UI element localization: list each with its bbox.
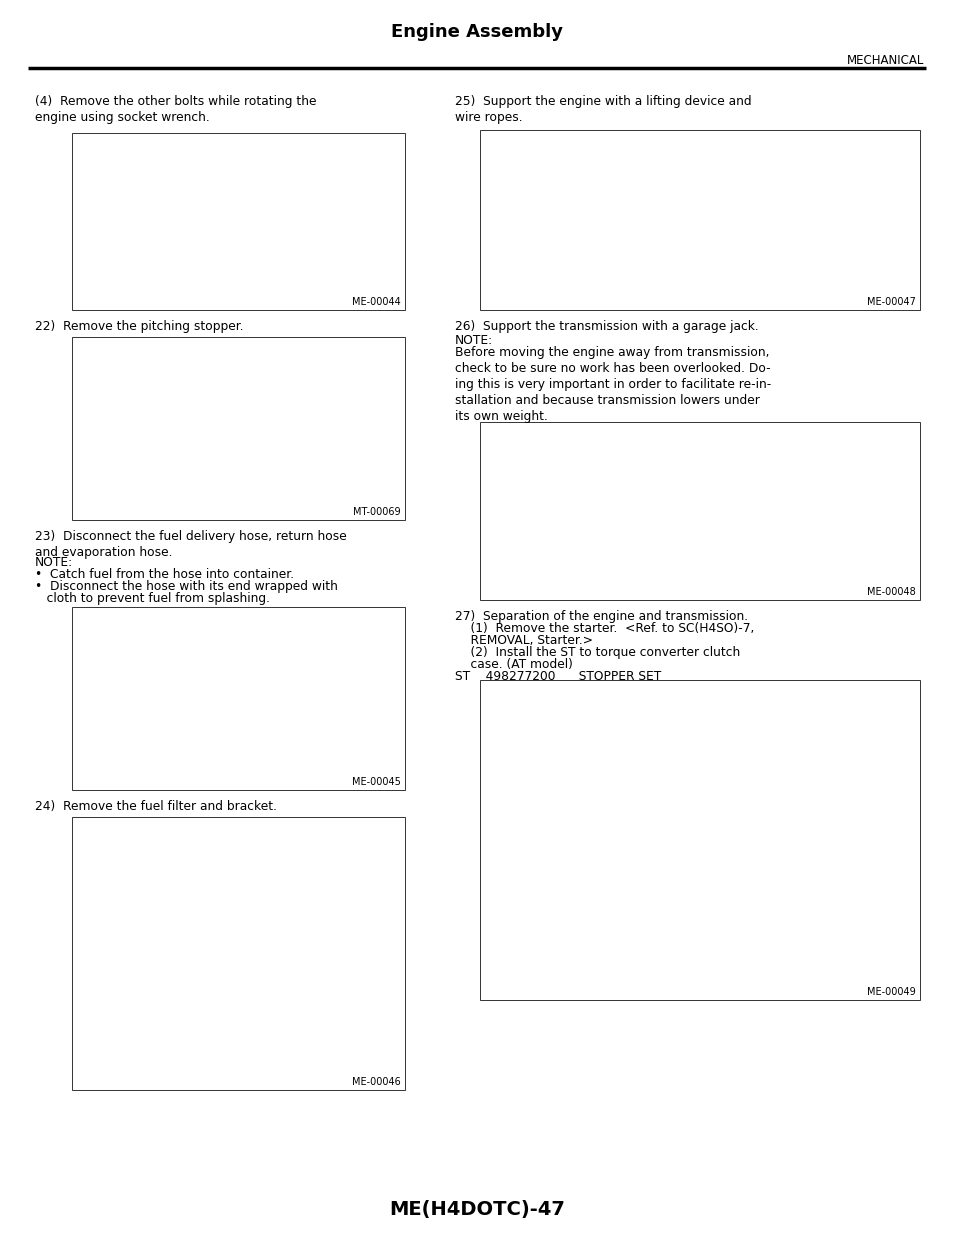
Bar	[71, 337, 405, 520]
Text: 27)  Separation of the engine and transmission.: 27) Separation of the engine and transmi…	[455, 610, 747, 622]
Text: ME-00046: ME-00046	[352, 1077, 400, 1087]
Text: NOTE:: NOTE:	[35, 556, 73, 569]
Text: (1)  Remove the starter.  <Ref. to SC(H4SO)-7,: (1) Remove the starter. <Ref. to SC(H4SO…	[455, 622, 754, 635]
Text: 26)  Support the transmission with a garage jack.: 26) Support the transmission with a gara…	[455, 320, 758, 333]
Text: ME-00048: ME-00048	[866, 587, 915, 597]
Text: cloth to prevent fuel from splashing.: cloth to prevent fuel from splashing.	[35, 592, 270, 605]
Text: MT-00069: MT-00069	[353, 508, 400, 517]
Text: ME(H4DOTC)-47: ME(H4DOTC)-47	[389, 1200, 564, 1219]
Bar	[71, 606, 405, 790]
Bar	[479, 680, 919, 1000]
Text: Engine Assembly: Engine Assembly	[391, 23, 562, 41]
Text: ME-00047: ME-00047	[866, 296, 915, 308]
Text: (4)  Remove the other bolts while rotating the
engine using socket wrench.: (4) Remove the other bolts while rotatin…	[35, 95, 316, 124]
Text: •  Catch fuel from the hose into container.: • Catch fuel from the hose into containe…	[35, 568, 294, 580]
Bar	[71, 133, 405, 310]
Text: 22)  Remove the pitching stopper.: 22) Remove the pitching stopper.	[35, 320, 243, 333]
Text: 25)  Support the engine with a lifting device and
wire ropes.: 25) Support the engine with a lifting de…	[455, 95, 751, 124]
Text: Before moving the engine away from transmission,
check to be sure no work has be: Before moving the engine away from trans…	[455, 346, 770, 424]
Text: •  Disconnect the hose with its end wrapped with: • Disconnect the hose with its end wrapp…	[35, 580, 337, 593]
Text: NOTE:: NOTE:	[455, 333, 493, 347]
Text: 24)  Remove the fuel filter and bracket.: 24) Remove the fuel filter and bracket.	[35, 800, 276, 813]
Text: case. (AT model): case. (AT model)	[455, 658, 572, 671]
Text: ST    498277200      STOPPER SET: ST 498277200 STOPPER SET	[455, 671, 660, 683]
Text: 23)  Disconnect the fuel delivery hose, return hose
and evaporation hose.: 23) Disconnect the fuel delivery hose, r…	[35, 530, 346, 559]
Text: ME-00044: ME-00044	[352, 296, 400, 308]
Text: MECHANICAL: MECHANICAL	[845, 53, 923, 67]
Text: (2)  Install the ST to torque converter clutch: (2) Install the ST to torque converter c…	[455, 646, 740, 659]
Text: REMOVAL, Starter.>: REMOVAL, Starter.>	[455, 634, 593, 647]
Bar	[479, 130, 919, 310]
Text: ME-00045: ME-00045	[352, 777, 400, 787]
Text: ME-00049: ME-00049	[866, 987, 915, 997]
Bar	[71, 818, 405, 1091]
Bar	[479, 422, 919, 600]
